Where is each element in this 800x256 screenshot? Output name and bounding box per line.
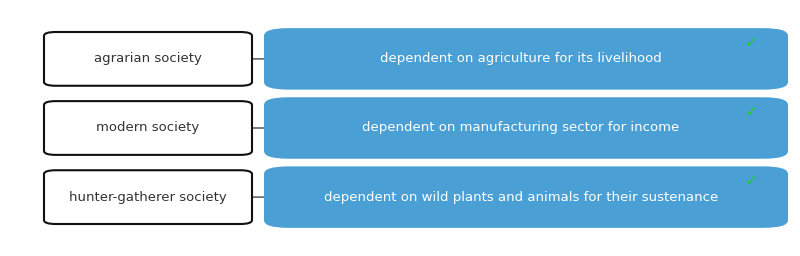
Text: ✓: ✓ <box>745 173 758 188</box>
Text: hunter-gatherer society: hunter-gatherer society <box>69 191 227 204</box>
FancyBboxPatch shape <box>264 28 788 90</box>
Text: ✓: ✓ <box>745 104 758 119</box>
Text: modern society: modern society <box>96 122 200 134</box>
Text: dependent on wild plants and animals for their sustenance: dependent on wild plants and animals for… <box>324 191 718 204</box>
FancyBboxPatch shape <box>264 97 788 159</box>
Text: dependent on agriculture for its livelihood: dependent on agriculture for its livelih… <box>380 52 662 65</box>
FancyBboxPatch shape <box>44 101 252 155</box>
Text: dependent on manufacturing sector for income: dependent on manufacturing sector for in… <box>362 122 679 134</box>
FancyBboxPatch shape <box>44 32 252 86</box>
Text: agrarian society: agrarian society <box>94 52 202 65</box>
FancyBboxPatch shape <box>44 170 252 224</box>
FancyBboxPatch shape <box>264 166 788 228</box>
Text: ✓: ✓ <box>745 35 758 50</box>
